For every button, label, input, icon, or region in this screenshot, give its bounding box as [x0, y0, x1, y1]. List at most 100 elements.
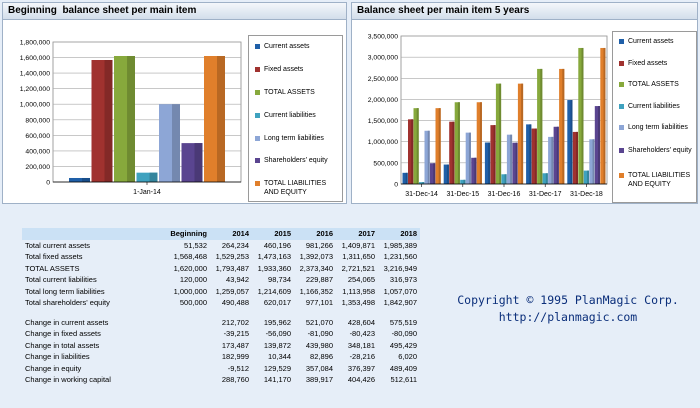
table-cell: 376,397 — [347, 363, 375, 373]
five-year-chart-title: Balance sheet per main item 5 years — [352, 3, 697, 20]
table-cell — [158, 328, 210, 340]
table-cell: -9,512 — [227, 363, 249, 373]
row-label: Change in fixed assets — [25, 329, 101, 338]
table-cell: 1,231,560 — [383, 252, 417, 261]
legend-label: Current assets — [264, 43, 310, 50]
bar — [443, 164, 449, 184]
bar — [512, 142, 518, 184]
x-tick-label: 31-Dec-16 — [488, 191, 521, 198]
plot-area — [400, 35, 608, 185]
table-cell: 212,702 — [221, 317, 249, 327]
table-cell: 490,488 — [221, 298, 249, 307]
row-label: Change in working capital — [25, 375, 111, 384]
legend-swatch — [619, 61, 624, 66]
table-cell: 389,917 — [305, 375, 333, 384]
row-label: Total shareholders' equity — [25, 298, 110, 307]
bar — [578, 47, 584, 185]
column-header: 2014 — [210, 228, 252, 240]
bar — [114, 56, 135, 182]
table-cell: 428,604 — [347, 317, 375, 327]
table-cell: 1,933,360 — [257, 263, 291, 273]
legend-swatch — [255, 181, 260, 186]
y-tick-label: 0 — [46, 180, 50, 187]
table-cell: 316,973 — [389, 275, 417, 284]
row-label: TOTAL ASSETS — [25, 263, 80, 273]
x-tick-label: 31-Dec-14 — [405, 191, 438, 198]
bar — [567, 100, 573, 184]
table-cell: 51,532 — [184, 240, 207, 250]
table-cell: -56,090 — [265, 329, 291, 338]
bar — [424, 130, 430, 184]
row-label: Change in liabilities — [25, 352, 90, 361]
table-row: Change in current assets 212,702 195,962 52… — [22, 317, 420, 329]
table-cell: -39,215 — [223, 329, 249, 338]
bar — [69, 177, 90, 182]
bar — [460, 179, 466, 184]
table-cell: 1,166,352 — [299, 286, 333, 296]
five-year-balance-chart: 0 500,000 1,000,000 1,500,000 2,000,000 2,500… — [368, 34, 608, 198]
bar — [136, 172, 158, 182]
table-cell: 1,214,609 — [257, 286, 291, 296]
table-cell: -81,090 — [307, 329, 333, 338]
bar — [553, 126, 559, 184]
table-cell: -80,090 — [391, 329, 417, 338]
x-tick-label: 31-Dec-17 — [529, 191, 562, 198]
y-tick-label: 500,000 — [373, 160, 398, 167]
bar — [490, 125, 496, 184]
table-cell — [158, 374, 210, 386]
column-header: 2015 — [252, 228, 294, 240]
beginning-chart-title: Beginning balance sheet per main item — [3, 3, 346, 20]
bar — [572, 131, 578, 184]
legend-label: Long term liabilities — [264, 135, 324, 142]
table-cell: 1,057,070 — [383, 286, 417, 296]
y-tick-label: 2,500,000 — [368, 76, 398, 83]
legend-label: Current assets — [628, 38, 674, 45]
beginning-chart-panel: Beginning balance sheet per main item 0 2… — [2, 2, 347, 204]
table-cell: -28,216 — [349, 352, 375, 361]
legend-swatch — [619, 104, 624, 109]
bar — [495, 83, 502, 184]
bar — [600, 47, 606, 185]
table-header-row: Beginning 2014 2015 2016 2017 2018 — [22, 228, 420, 240]
bar — [548, 136, 554, 184]
table-cell: 348,181 — [347, 340, 375, 350]
y-tick-label: 400,000 — [25, 148, 50, 155]
website-link[interactable]: http://planmagic.com — [498, 310, 638, 324]
legend-swatch — [619, 125, 624, 130]
bar — [408, 119, 414, 184]
table-row: Total current liabilities 120,000 43,942 98… — [22, 274, 420, 286]
y-tick-label: 3,000,000 — [368, 55, 398, 62]
y-tick-label: 3,500,000 — [368, 34, 398, 41]
table-cell — [158, 351, 210, 363]
table-cell: 173,487 — [221, 340, 249, 350]
bar — [430, 163, 436, 184]
table-cell: 6,020 — [398, 352, 417, 361]
table-row: Total fixed assets 1,568,468 1,529,253 1,47… — [22, 251, 420, 263]
legend-label: TOTAL LIABILITIES AND EQUITY — [264, 180, 327, 196]
table-cell: 1,985,389 — [383, 240, 417, 250]
y-tick-label: 200,000 — [25, 164, 50, 171]
bar — [531, 128, 537, 184]
table-cell: 1,000,000 — [173, 286, 207, 296]
table-cell: 512,611 — [390, 375, 417, 384]
table-cell: 404,426 — [347, 375, 375, 384]
row-label: Change in equity — [25, 363, 82, 373]
table-cell: 139,872 — [263, 340, 291, 350]
table-cell: 10,344 — [268, 352, 291, 361]
table-cell: 1,620,000 — [173, 263, 207, 273]
five-year-chart-panel: Balance sheet per main item 5 years 0 500… — [351, 2, 698, 204]
legend-label: Fixed assets — [628, 60, 668, 67]
table-cell: 620,017 — [263, 298, 291, 307]
bar — [537, 68, 543, 184]
table-cell: 98,734 — [268, 275, 291, 284]
table-cell: 1,113,958 — [342, 286, 375, 296]
bar — [413, 108, 419, 184]
table-cell: 82,896 — [310, 352, 333, 361]
table-cell: 1,793,487 — [215, 263, 249, 273]
legend-label: TOTAL ASSETS — [628, 81, 679, 88]
table-cell: 1,842,907 — [383, 298, 417, 307]
bar — [435, 108, 441, 184]
bar — [501, 174, 507, 184]
row-label: Total long term liabilities — [25, 286, 105, 296]
legend-label: TOTAL ASSETS — [264, 89, 315, 96]
